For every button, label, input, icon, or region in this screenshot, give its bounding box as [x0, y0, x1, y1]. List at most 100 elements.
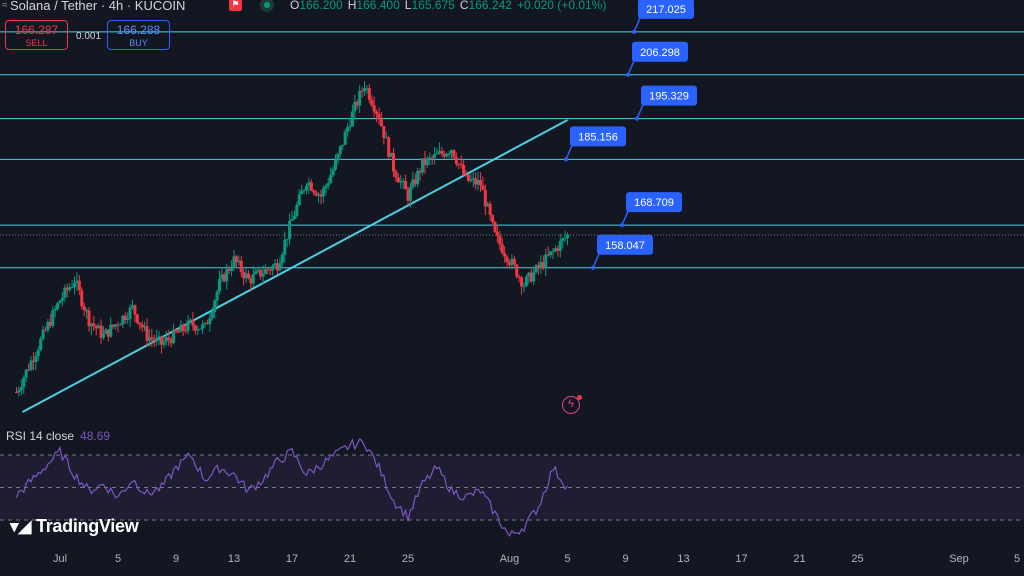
candle-body	[131, 305, 134, 308]
candle-body	[118, 324, 122, 326]
candle-body	[121, 315, 125, 325]
candle-body	[307, 182, 311, 186]
flag-icon[interactable]: ⚑	[229, 0, 242, 11]
candle-body	[512, 258, 516, 265]
candle-body	[464, 174, 468, 176]
candle-body	[15, 392, 18, 393]
candle-body	[401, 180, 405, 182]
candle-body	[17, 390, 21, 393]
candle-body	[92, 323, 96, 326]
candle-body	[191, 319, 195, 326]
candle-body	[203, 322, 207, 325]
candle-body	[85, 310, 89, 312]
candle-body	[266, 269, 270, 271]
spread-value: 0.001	[76, 31, 102, 42]
candle-body	[193, 325, 197, 331]
x-axis-tick-label: 25	[851, 553, 863, 565]
candle-body	[302, 189, 306, 192]
buy-button[interactable]: 166.288 BUY	[107, 20, 170, 50]
candle-body	[48, 322, 52, 326]
x-axis-tick-label: Aug	[500, 553, 520, 565]
candle-body	[99, 325, 103, 338]
candle-body	[399, 181, 403, 183]
candle-body	[505, 256, 509, 263]
candle-body	[326, 183, 330, 186]
candle-body	[138, 322, 142, 325]
candle-body	[527, 272, 531, 277]
candle-body	[466, 174, 470, 181]
candle-body	[102, 333, 105, 338]
candle-body	[292, 215, 296, 220]
candle-body	[94, 325, 98, 329]
candle-body	[268, 269, 272, 271]
candle-body	[225, 269, 229, 282]
candle-body	[520, 277, 524, 287]
rsi-legend[interactable]: RSI 14 close 48.69	[6, 429, 110, 443]
candle-body	[285, 238, 289, 240]
candle-body	[215, 291, 219, 301]
x-axis-tick-label: 25	[402, 553, 414, 565]
candle-body	[353, 102, 357, 112]
candles	[15, 81, 569, 397]
candle-body	[73, 282, 76, 287]
candle-body	[474, 178, 478, 185]
candle-body	[510, 258, 514, 265]
rsi-value: 48.69	[80, 429, 111, 443]
ohlc-readout: O166.200 H166.400 L165.675 C166.242 +0.020 (…	[290, 0, 611, 12]
candle-body	[157, 336, 161, 338]
candle-body	[19, 387, 23, 391]
candle-body	[532, 272, 536, 282]
sell-button[interactable]: 166.287 SELL	[5, 20, 68, 50]
candle-body	[392, 152, 395, 172]
candle-body	[155, 337, 159, 342]
candle-body	[39, 338, 43, 350]
candle-body	[544, 254, 548, 268]
level-anchor	[564, 157, 568, 162]
market-status-icon[interactable]	[260, 0, 274, 12]
level-anchor	[591, 265, 595, 270]
candle-body	[167, 337, 171, 340]
candle-body	[546, 254, 550, 256]
candle-body	[408, 187, 412, 201]
x-axis-tick-label: 17	[735, 553, 747, 565]
candle-body	[317, 194, 321, 196]
candle-body	[348, 126, 352, 128]
candle-body	[324, 185, 328, 189]
candle-body	[469, 179, 473, 181]
candle-body	[147, 337, 151, 341]
x-axis-tick-label: 5	[564, 553, 570, 565]
tradingview-logo[interactable]: ▾◢ TradingView	[10, 516, 139, 537]
symbol-title[interactable]: Solana / Tether · 4h · KUCOIN	[10, 0, 186, 13]
candle-body	[566, 234, 569, 238]
candle-body	[367, 88, 371, 100]
candle-body	[423, 158, 427, 166]
level-label: 158.047	[605, 240, 645, 252]
candle-body	[539, 261, 543, 268]
candle-body	[290, 219, 294, 221]
candle-body	[515, 264, 519, 277]
candle-body	[65, 287, 69, 291]
candle-body	[174, 329, 178, 332]
candle-body	[123, 315, 127, 321]
ohlc-key: L	[404, 0, 412, 12]
lightning-icon[interactable]: ϟ	[562, 395, 582, 414]
candle-body	[68, 287, 72, 291]
candle-body	[462, 164, 466, 175]
level-anchor	[620, 223, 624, 228]
candle-body	[104, 329, 108, 334]
candle-body	[343, 131, 347, 145]
candle-body	[22, 377, 26, 388]
buy-label: BUY	[129, 38, 148, 48]
candle-body	[34, 355, 38, 362]
candle-body	[493, 221, 497, 233]
candle-body	[280, 254, 284, 264]
candle-body	[196, 329, 200, 331]
candle-body	[230, 268, 234, 271]
candle-body	[271, 265, 275, 271]
candle-body	[396, 177, 400, 183]
candle-body	[232, 256, 236, 269]
candle-body	[541, 261, 545, 268]
candle-body	[109, 324, 113, 337]
candle-body	[341, 144, 345, 147]
